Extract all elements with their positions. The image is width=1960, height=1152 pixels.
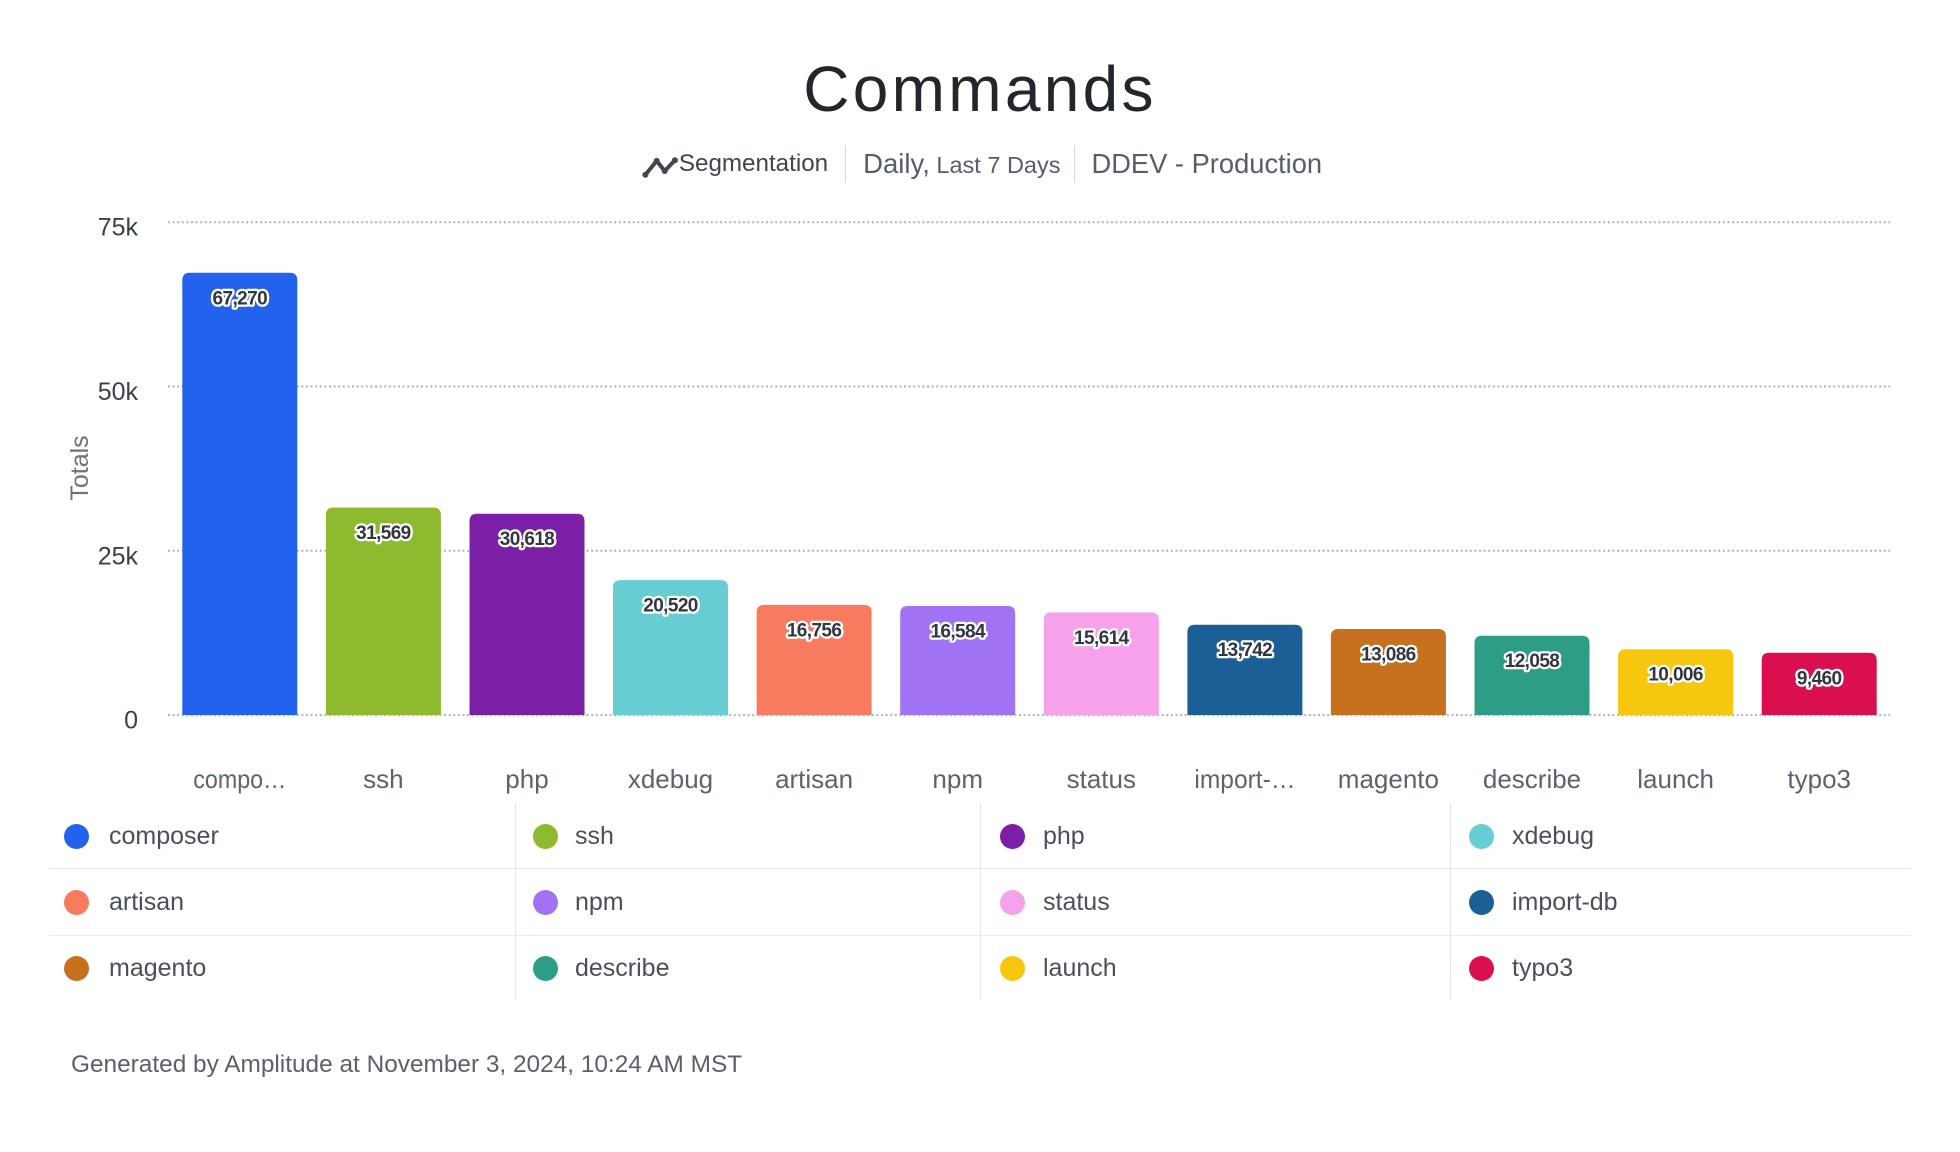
- svg-text:status: status: [1067, 764, 1136, 794]
- svg-text:10,006: 10,006: [1648, 665, 1703, 686]
- svg-text:31,569: 31,569: [356, 523, 411, 544]
- svg-text:50k: 50k: [98, 378, 139, 406]
- svg-text:php: php: [505, 764, 548, 794]
- svg-text:npm: npm: [932, 764, 983, 794]
- svg-text:25k: 25k: [98, 542, 139, 570]
- svg-text:75k: 75k: [98, 214, 139, 242]
- svg-text:magento: magento: [1338, 764, 1439, 794]
- svg-text:30,618: 30,618: [500, 529, 555, 550]
- svg-text:typo3: typo3: [1787, 764, 1851, 794]
- svg-text:launch: launch: [1637, 764, 1714, 794]
- svg-text:compo…: compo…: [193, 764, 286, 794]
- svg-text:9,460: 9,460: [1797, 668, 1842, 689]
- svg-text:16,756: 16,756: [787, 620, 842, 641]
- svg-text:Totals: Totals: [66, 435, 94, 500]
- svg-text:13,086: 13,086: [1361, 645, 1416, 666]
- svg-text:12,058: 12,058: [1505, 651, 1560, 672]
- svg-text:describe: describe: [1483, 764, 1581, 794]
- svg-text:13,742: 13,742: [1218, 640, 1273, 661]
- svg-text:import-…: import-…: [1194, 764, 1295, 794]
- svg-text:67,270: 67,270: [213, 288, 268, 309]
- svg-text:0: 0: [124, 707, 138, 735]
- svg-text:20,520: 20,520: [643, 596, 698, 617]
- svg-text:artisan: artisan: [775, 764, 853, 794]
- svg-text:16,584: 16,584: [930, 622, 986, 643]
- svg-text:15,614: 15,614: [1074, 628, 1130, 649]
- svg-text:xdebug: xdebug: [628, 764, 713, 794]
- svg-text:ssh: ssh: [363, 764, 403, 794]
